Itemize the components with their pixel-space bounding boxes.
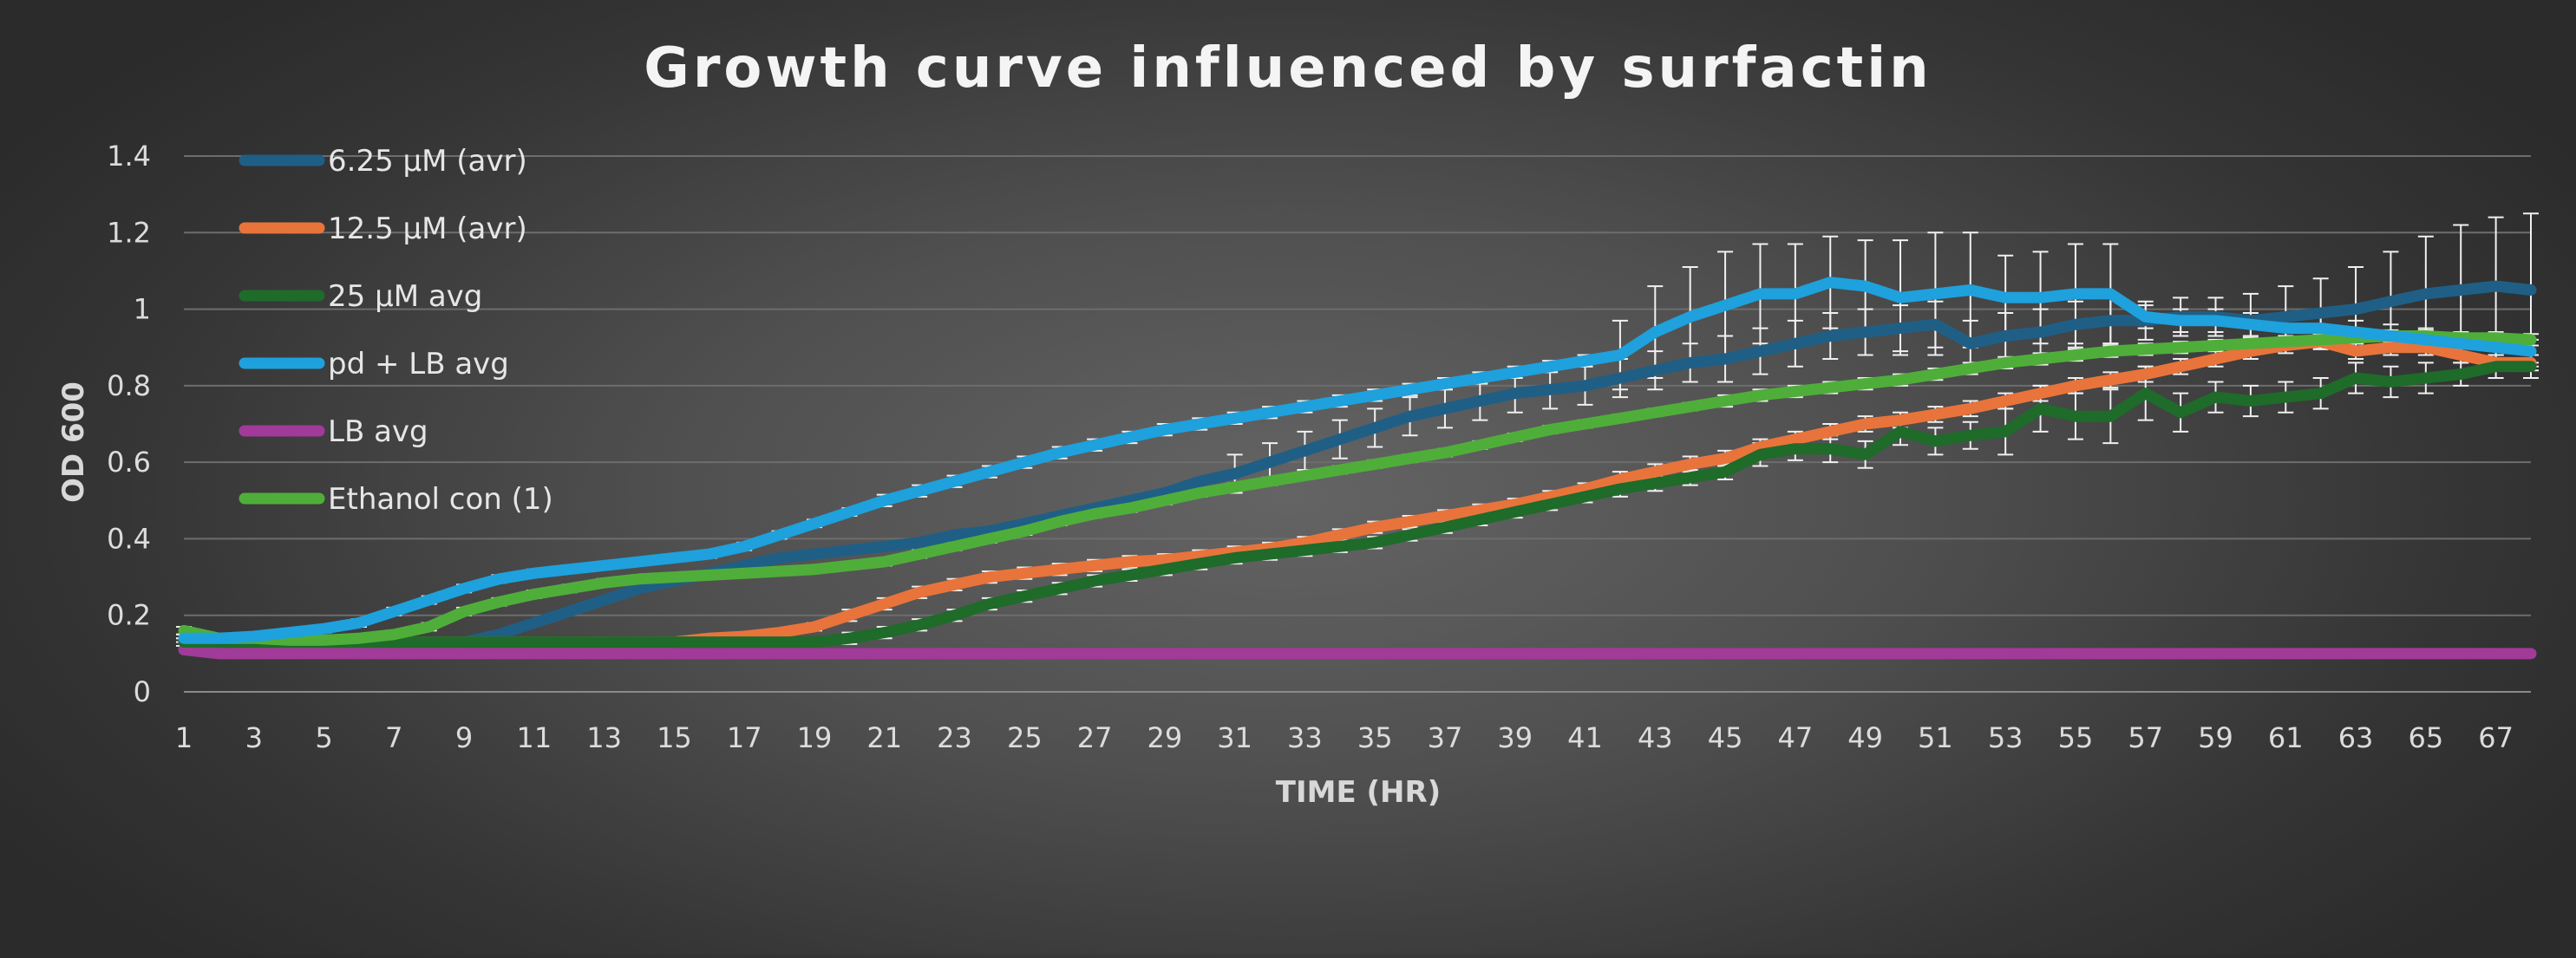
x-tick-label: 53 — [1988, 721, 2024, 754]
series-lines — [178, 277, 2537, 660]
x-tick-label: 11 — [517, 721, 552, 754]
x-tick-label: 3 — [245, 721, 263, 754]
x-tick-label: 67 — [2478, 721, 2514, 754]
x-tick-label: 15 — [657, 721, 692, 754]
y-tick-label: 1 — [134, 293, 151, 326]
legend-item: 12.5 µM (avr) — [239, 212, 527, 246]
x-tick-label: 55 — [2058, 721, 2094, 754]
x-tick-label: 9 — [455, 721, 473, 754]
x-tick-label: 1 — [175, 721, 193, 754]
y-tick-label: 1.2 — [107, 216, 151, 249]
x-tick-label: 29 — [1147, 721, 1183, 754]
legend-label: 25 µM avg — [328, 279, 482, 314]
legend: 6.25 µM (avr) 12.5 µM (avr) 25 µM avg pd + … — [239, 144, 553, 517]
legend-item: 25 µM avg — [239, 279, 482, 314]
y-tick-label: 1.4 — [107, 140, 151, 173]
legend-item: pd + LB avg — [239, 347, 509, 381]
legend-label: LB avg — [328, 414, 428, 449]
series-line-0 — [178, 280, 2537, 648]
y-tick-label: 0.4 — [107, 522, 151, 555]
x-tick-label: 57 — [2128, 721, 2163, 754]
x-tick-label: 19 — [797, 721, 833, 754]
legend-item: LB avg — [239, 414, 428, 449]
x-tick-label: 23 — [937, 721, 972, 754]
x-tick-label: 41 — [1567, 721, 1603, 754]
legend-label: 6.25 µM (avr) — [328, 144, 527, 179]
x-tick-label: 13 — [586, 721, 622, 754]
x-tick-label: 33 — [1287, 721, 1323, 754]
x-tick-label: 17 — [727, 721, 762, 754]
y-axis-title: OD 600 — [56, 381, 91, 503]
x-tick-label: 59 — [2198, 721, 2233, 754]
x-tick-label: 27 — [1077, 721, 1113, 754]
x-axis-title: TIME (HR) — [1276, 775, 1441, 810]
x-tick-label: 47 — [1777, 721, 1813, 754]
chart-title: Growth curve influenced by surfactin — [644, 36, 1932, 101]
x-tick-label: 37 — [1428, 721, 1463, 754]
x-tick-label: 43 — [1638, 721, 1673, 754]
legend-item: 6.25 µM (avr) — [239, 144, 527, 179]
x-tick-label: 63 — [2338, 721, 2374, 754]
series-line-4 — [178, 643, 2537, 660]
x-tick-label: 51 — [1918, 721, 1953, 754]
x-tick-label: 61 — [2268, 721, 2304, 754]
x-tick-label: 35 — [1357, 721, 1393, 754]
x-tick-label: 7 — [385, 721, 402, 754]
x-tick-label: 21 — [866, 721, 902, 754]
legend-label: Ethanol con (1) — [328, 482, 553, 517]
y-tick-label: 0.6 — [107, 446, 151, 479]
x-tick-label: 25 — [1007, 721, 1043, 754]
legend-item: Ethanol con (1) — [239, 482, 553, 517]
x-tick-label: 39 — [1497, 721, 1533, 754]
y-axis-tick-labels: 0 0.2 0.4 0.6 0.8 1 1.2 1.4 — [107, 140, 151, 708]
x-axis-tick-labels: 1 3 5 7 9 11 13 15 17 19 21 23 25 27 29 31 33 35 37 39 41 43 4… — [175, 721, 2514, 754]
y-tick-label: 0.8 — [107, 369, 151, 402]
gridlines — [184, 155, 2531, 693]
x-tick-label: 49 — [1847, 721, 1883, 754]
x-tick-label: 65 — [2408, 721, 2443, 754]
series-line-2 — [178, 361, 2537, 648]
y-tick-label: 0 — [134, 675, 151, 708]
x-tick-label: 5 — [315, 721, 332, 754]
x-tick-label: 31 — [1217, 721, 1252, 754]
series-line-5 — [178, 330, 2537, 646]
x-tick-label: 45 — [1708, 721, 1743, 754]
series-line-3 — [178, 277, 2537, 644]
y-tick-label: 0.2 — [107, 599, 151, 632]
legend-label: pd + LB avg — [328, 347, 509, 381]
legend-label: 12.5 µM (avr) — [328, 212, 527, 246]
